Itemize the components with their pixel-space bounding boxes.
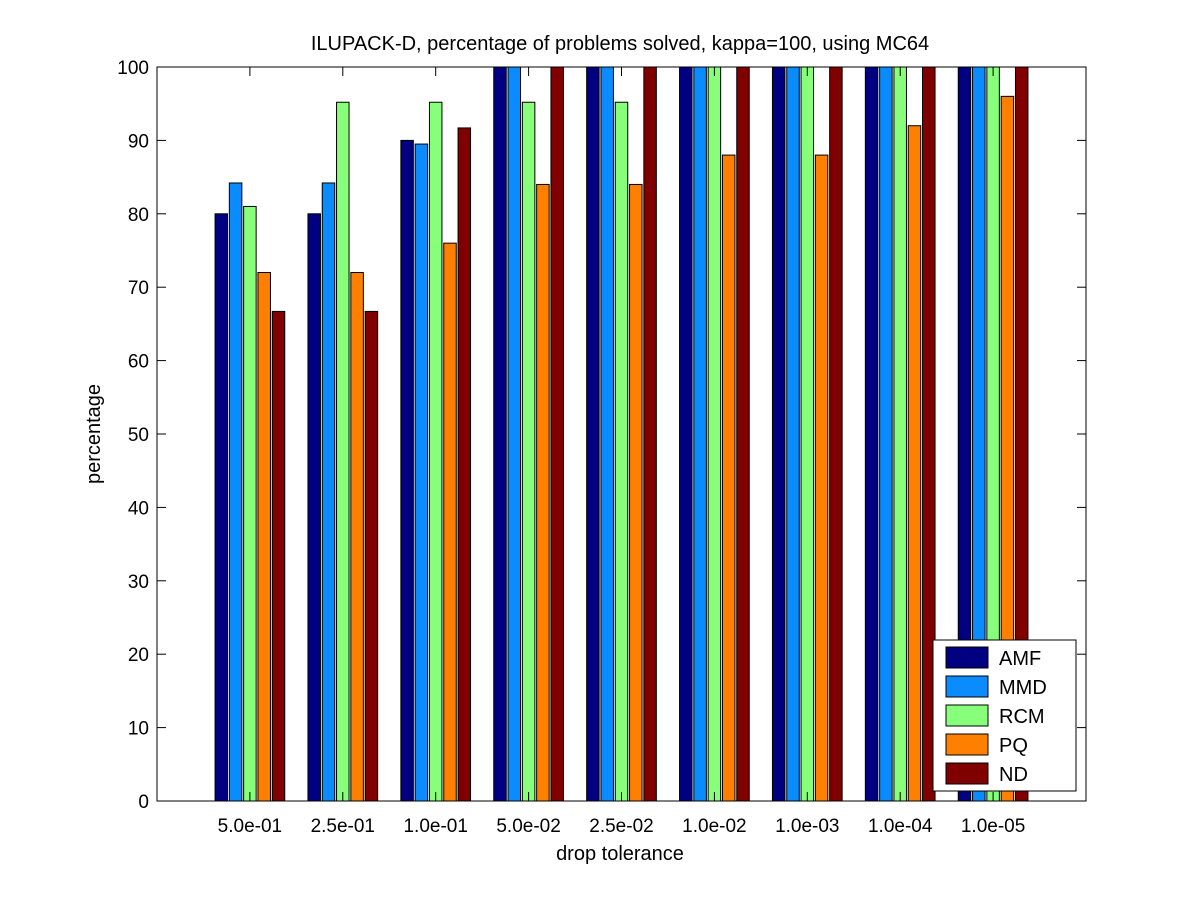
bar-nd-5.0e-02 <box>550 66 564 802</box>
legend-swatch-rcm <box>945 704 989 727</box>
bar-pq-1.0e-01 <box>443 242 457 802</box>
y-tick-label: 0 <box>138 792 149 813</box>
bar-rcm-2.5e-01 <box>336 101 350 802</box>
bar-rcm-5.0e-02 <box>521 101 536 802</box>
legend: AMF MMD RCM PQ ND <box>932 639 1077 792</box>
y-axis-label: percentage <box>83 384 105 484</box>
bar-amf-5.0e-02 <box>493 66 507 802</box>
legend-label-nd: ND <box>999 764 1028 786</box>
legend-label-rcm: RCM <box>999 706 1045 728</box>
y-axis: 0 10 20 30 40 50 60 70 80 90 100 <box>117 58 1086 813</box>
bar-pq-5.0e-01 <box>257 272 271 802</box>
legend-swatch-amf <box>945 646 989 669</box>
bar-amf-1.0e-03 <box>771 66 786 802</box>
y-tick-label: 40 <box>128 498 149 519</box>
x-axis-label: drop tolerance <box>556 843 684 865</box>
y-tick-label: 80 <box>128 205 149 226</box>
legend-swatch-nd <box>945 762 989 785</box>
legend-swatch-pq <box>945 733 989 756</box>
legend-label-mmd: MMD <box>999 677 1047 699</box>
y-tick-label: 60 <box>128 352 149 373</box>
x-tick-label: 5.0e-02 <box>496 816 560 837</box>
bar-nd-1.0e-02 <box>736 66 750 802</box>
bar-amf-1.0e-01 <box>400 139 414 802</box>
y-tick-label: 70 <box>128 278 149 299</box>
bar-rcm-1.0e-04 <box>893 66 907 802</box>
bar-amf-1.0e-02 <box>679 66 693 802</box>
y-tick-label: 90 <box>128 131 149 152</box>
bar-pq-1.0e-03 <box>814 154 829 802</box>
x-tick-label: 1.0e-04 <box>868 816 933 837</box>
y-tick-label: 10 <box>128 719 149 740</box>
x-tick-label: 5.0e-01 <box>218 816 282 837</box>
bar-rcm-2.5e-02 <box>614 101 629 802</box>
bar-mmd-1.0e-02 <box>693 66 707 802</box>
x-tick-label: 2.5e-02 <box>589 816 653 837</box>
bar-nd-1.0e-01 <box>457 127 472 802</box>
bar-rcm-5.0e-01 <box>243 205 257 802</box>
bar-mmd-2.5e-02 <box>600 66 614 802</box>
y-tick-label: 100 <box>117 58 149 79</box>
bar-pq-2.5e-02 <box>629 183 643 802</box>
chart-title: ILUPACK-D, percentage of problems solved… <box>311 33 929 55</box>
bar-amf-2.5e-02 <box>586 66 600 802</box>
bar-nd-2.5e-02 <box>643 66 657 802</box>
bar-nd-5.0e-01 <box>271 310 286 802</box>
x-axis: 5.0e-01 2.5e-01 1.0e-01 5.0e-02 2.5e-02 1.0e-… <box>218 67 1025 837</box>
legend-swatch-mmd <box>945 675 989 698</box>
bar-mmd-5.0e-02 <box>507 66 522 802</box>
bar-rcm-1.0e-02 <box>707 66 722 802</box>
x-tick-label: 1.0e-01 <box>403 816 467 837</box>
bar-nd-1.0e-03 <box>829 66 843 802</box>
y-tick-label: 20 <box>128 645 149 666</box>
bar-amf-2.5e-01 <box>307 213 321 802</box>
bar-pq-2.5e-01 <box>350 272 364 802</box>
bar-pq-1.0e-02 <box>721 154 736 802</box>
bar-nd-2.5e-01 <box>364 310 379 802</box>
bar-mmd-1.0e-01 <box>414 143 429 802</box>
bar-mmd-1.0e-03 <box>786 66 800 802</box>
x-tick-label: 1.0e-05 <box>961 816 1025 837</box>
bar-mmd-2.5e-01 <box>321 182 336 802</box>
legend-label-amf: AMF <box>999 648 1041 670</box>
bar-rcm-1.0e-01 <box>428 101 443 802</box>
x-tick-label: 1.0e-03 <box>775 816 839 837</box>
bar-rcm-1.0e-03 <box>800 66 815 802</box>
bar-pq-5.0e-02 <box>536 183 550 802</box>
bar-pq-1.0e-04 <box>907 125 922 802</box>
bar-mmd-1.0e-04 <box>879 66 893 802</box>
legend-label-pq: PQ <box>999 735 1028 757</box>
x-tick-label: 2.5e-01 <box>311 816 375 837</box>
y-tick-label: 50 <box>128 425 149 446</box>
bar-amf-5.0e-01 <box>214 213 229 802</box>
bar-amf-1.0e-04 <box>864 66 879 802</box>
y-tick-label: 30 <box>128 572 149 593</box>
x-tick-label: 1.0e-02 <box>682 816 746 837</box>
bars-group <box>214 66 1029 802</box>
bar-mmd-5.0e-01 <box>228 182 243 802</box>
